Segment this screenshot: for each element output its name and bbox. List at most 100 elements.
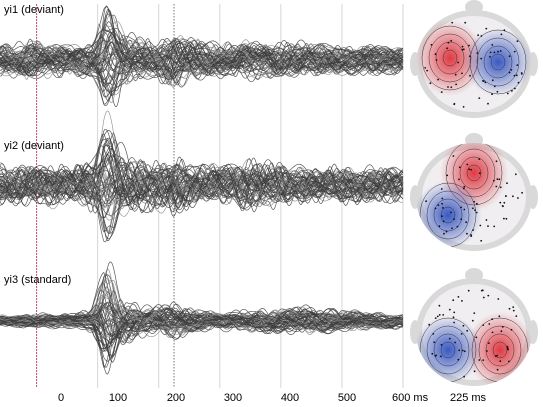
electrode-dot — [471, 319, 474, 322]
electrode-dot — [425, 200, 427, 203]
electrode-dot — [521, 191, 523, 194]
x-tick-label: 400 — [281, 392, 299, 404]
electrode-dot — [487, 294, 490, 297]
electrode-dot — [428, 323, 431, 326]
topomap-1 — [410, 0, 538, 118]
topomap-contour — [492, 341, 508, 359]
panel-yi1: yi1 (deviant) — [0, 4, 404, 108]
electrode-dot — [453, 311, 456, 314]
electrode-dot — [462, 187, 465, 190]
topomap-2 — [410, 133, 538, 251]
channel-trace — [0, 307, 404, 350]
electrode-dot — [461, 48, 464, 51]
electrode-dot — [484, 81, 487, 84]
electrode-dot — [506, 347, 509, 350]
electrode-dot — [493, 225, 496, 228]
electrode-dot — [462, 324, 465, 327]
electrode-dot — [450, 86, 453, 89]
electrode-dot — [478, 359, 481, 361]
topomap-contour — [426, 190, 470, 240]
topomap-contour — [428, 33, 472, 83]
topomap-contour — [442, 49, 458, 67]
electrode-dot — [473, 370, 476, 373]
traces-yi3 — [0, 261, 404, 375]
electrode-dot — [473, 312, 476, 314]
electrode-dot — [426, 69, 428, 72]
electrode-dot — [482, 296, 485, 299]
channel-trace — [0, 36, 404, 76]
topomaps — [410, 0, 538, 386]
channel-trace — [0, 28, 404, 77]
electrode-dot — [515, 74, 518, 77]
electrode-dot — [463, 185, 466, 188]
topomap-contour — [433, 198, 463, 232]
channel-trace — [0, 41, 404, 73]
electrode-dot — [460, 333, 463, 335]
electrode-dot — [431, 352, 434, 355]
electrode-dot — [489, 51, 492, 54]
electrode-dot — [456, 225, 459, 228]
electrode-dot — [474, 209, 476, 212]
electrode-dot — [457, 61, 459, 64]
electrode-dot — [475, 211, 478, 214]
electrode-dot — [461, 300, 463, 302]
topomap-contour — [469, 29, 527, 95]
channel-trace — [0, 172, 404, 218]
electrode-dot — [489, 56, 491, 58]
topomap-contour — [440, 206, 456, 224]
electrode-dot — [429, 82, 432, 85]
electrode-dot — [458, 349, 461, 352]
electrode-dot — [488, 323, 491, 325]
electrode-dot — [491, 93, 493, 96]
electrode-dot — [441, 215, 443, 218]
channel-trace — [0, 38, 404, 87]
electrode-dot — [499, 201, 502, 204]
electrode-dot — [513, 50, 516, 53]
electrode-dot — [506, 182, 508, 185]
electrode-dot — [473, 201, 475, 203]
topomap-contour — [435, 41, 465, 75]
electrode-dot — [437, 204, 440, 207]
electrode-dot — [475, 336, 478, 339]
electrode-dot — [448, 308, 451, 311]
electrode-dot — [450, 39, 453, 42]
electrode-dot — [514, 173, 517, 176]
electrode-dot — [480, 57, 483, 60]
topomap-contour — [445, 143, 503, 206]
electrode-dot — [468, 55, 471, 58]
electrode-dot — [458, 178, 460, 181]
electrode-dot — [514, 87, 516, 90]
electrode-dot — [478, 158, 481, 161]
electrode-dot — [462, 106, 465, 108]
traces-yi2 — [0, 110, 404, 243]
electrode-dot — [496, 368, 499, 371]
electrode-dot — [496, 354, 498, 357]
panel-yi2: yi2 (deviant) — [0, 110, 404, 243]
electrode-dot — [508, 71, 511, 74]
electrode-dot — [488, 342, 490, 344]
channel-trace — [0, 160, 404, 207]
panel-title-yi3: yi3 (standard) — [4, 274, 71, 286]
electrode-dot — [498, 315, 501, 318]
electrode-dot — [464, 21, 467, 24]
electrode-dot — [461, 349, 464, 352]
electrode-dot — [508, 55, 511, 58]
topomap-latency-label: 225 ms — [450, 392, 487, 404]
channel-trace — [0, 43, 404, 74]
channel-trace — [0, 38, 404, 105]
electrode-dot — [487, 102, 489, 105]
electrode-dot — [510, 69, 513, 71]
electrode-dot — [517, 197, 519, 199]
topomap-contour — [483, 45, 513, 79]
electrode-dot — [513, 74, 516, 77]
electrode-dot — [453, 103, 456, 106]
electrode-dot — [505, 217, 508, 220]
electrode-dot — [515, 315, 518, 317]
electrode-dot — [485, 219, 488, 221]
electrode-dot — [503, 201, 506, 204]
panel-title-yi1: yi1 (deviant) — [4, 4, 64, 16]
electrode-dot — [517, 81, 520, 84]
electrode-dot — [512, 309, 515, 312]
electrode-dot — [453, 321, 455, 324]
